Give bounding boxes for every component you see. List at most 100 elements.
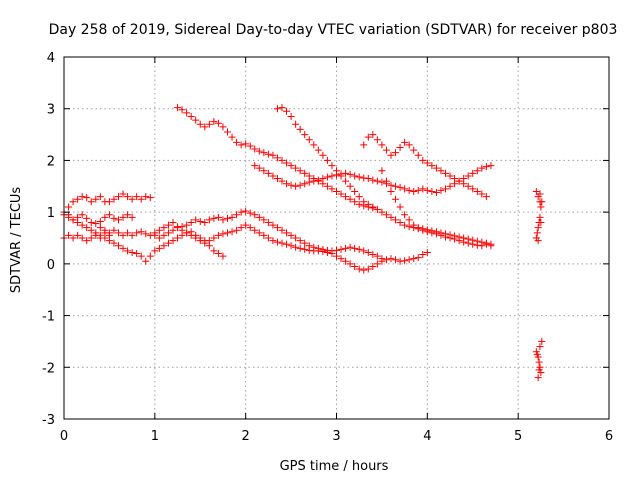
data-point [351, 198, 359, 206]
data-point [164, 229, 172, 237]
data-point [169, 218, 177, 226]
data-point [387, 187, 395, 195]
data-point [333, 171, 340, 179]
data-point [432, 164, 440, 172]
data-point [535, 358, 543, 366]
data-point [534, 224, 542, 232]
series-track-m [532, 337, 546, 382]
data-point [301, 131, 309, 139]
data-point [105, 211, 113, 219]
data-point [155, 244, 163, 252]
data-point [419, 225, 427, 233]
data-point [301, 180, 309, 188]
data-point [410, 255, 418, 263]
data-point [396, 257, 404, 265]
grid [64, 57, 609, 419]
data-point [401, 138, 409, 146]
data-point [351, 187, 359, 195]
data-point [287, 231, 295, 239]
data-point [392, 182, 400, 190]
data-point [537, 203, 545, 211]
data-point [323, 156, 331, 164]
data-point [373, 136, 381, 144]
data-point [69, 216, 77, 224]
data-point [455, 177, 463, 185]
data-point [269, 151, 277, 159]
data-point [287, 162, 295, 170]
data-point [74, 195, 82, 203]
data-point [101, 234, 109, 242]
data-point [337, 170, 345, 178]
data-point [369, 176, 377, 184]
data-point [74, 231, 82, 239]
data-point [423, 159, 431, 167]
data-point [119, 213, 127, 221]
data-point [405, 256, 413, 264]
data-point [355, 173, 363, 181]
data-point [269, 221, 277, 229]
data-point [142, 257, 150, 265]
data-point [78, 193, 86, 201]
data-point [378, 141, 386, 149]
data-point [78, 234, 86, 242]
data-point [110, 214, 118, 222]
series-track-a [60, 190, 154, 219]
data-point [201, 218, 209, 226]
data-point [142, 230, 150, 238]
data-point [478, 164, 486, 172]
data-point [164, 221, 172, 229]
data-point [192, 116, 200, 124]
data-point [287, 112, 295, 120]
data-point [137, 195, 145, 203]
data-point [296, 181, 304, 189]
data-point [296, 237, 304, 245]
data-point [273, 175, 281, 183]
data-point [115, 242, 122, 250]
data-point [124, 229, 132, 237]
data-point [382, 146, 390, 154]
data-point [228, 213, 236, 221]
y-tick-label: -1 [42, 310, 55, 325]
data-point [233, 226, 241, 234]
data-point [65, 231, 73, 239]
data-point [337, 245, 345, 253]
data-point [342, 244, 350, 252]
data-point [314, 176, 322, 184]
data-point [419, 185, 427, 193]
data-point [437, 167, 445, 175]
data-point [83, 237, 91, 245]
data-point [151, 231, 159, 239]
data-point [119, 244, 127, 252]
data-point [387, 255, 395, 263]
data-point [342, 169, 350, 177]
data-point [437, 229, 445, 237]
x-axis-label: GPS time / hours [280, 459, 389, 474]
data-point [233, 211, 241, 219]
data-point [264, 150, 272, 158]
data-point [310, 141, 318, 149]
data-point [373, 206, 381, 214]
data-point [233, 138, 241, 146]
data-point [396, 203, 404, 211]
axis-ticks [63, 56, 610, 420]
data-point [401, 257, 409, 265]
data-point [105, 198, 113, 206]
data-point [242, 207, 250, 215]
data-point [351, 262, 359, 270]
data-point [87, 226, 95, 234]
data-point [96, 224, 104, 232]
data-point [460, 234, 468, 242]
data-point [269, 172, 277, 180]
data-point [414, 186, 422, 194]
data-point [469, 185, 477, 193]
data-point [423, 248, 431, 256]
data-point [387, 151, 395, 159]
data-point [273, 238, 281, 246]
data-point [255, 147, 263, 155]
data-point [464, 182, 472, 190]
data-point [473, 167, 481, 175]
data-point [437, 186, 445, 194]
data-point [219, 123, 227, 131]
data-point [392, 149, 400, 157]
